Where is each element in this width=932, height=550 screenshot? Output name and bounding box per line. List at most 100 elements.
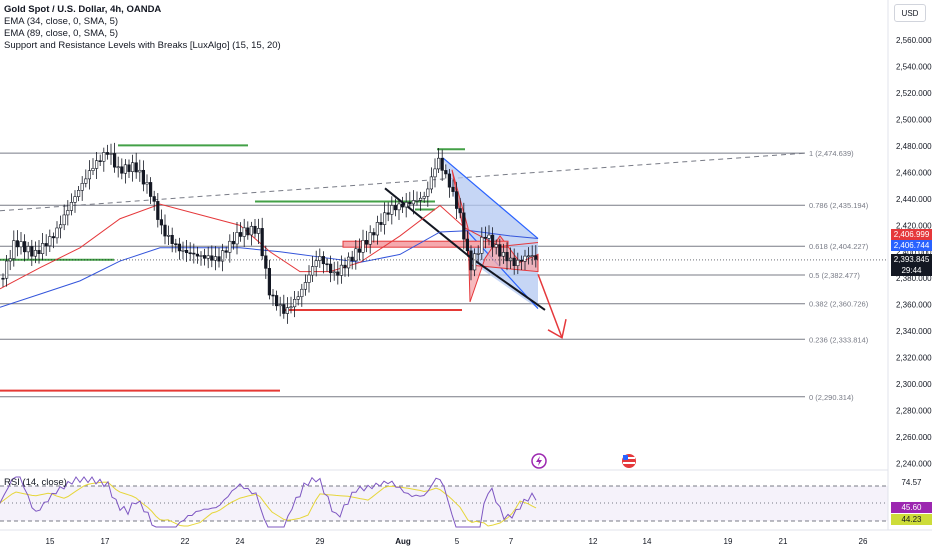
- candle-body: [314, 260, 318, 267]
- candle-body: [357, 248, 362, 253]
- candle-body: [397, 203, 401, 211]
- price-badge-ema34: 2,406.999: [891, 228, 932, 240]
- candle-body: [113, 153, 117, 168]
- time-tick-label: 15: [46, 537, 55, 546]
- price-badge-countdown: 29:44: [891, 264, 932, 276]
- candle-body: [105, 152, 109, 155]
- candle-body: [267, 268, 272, 296]
- candle-body: [386, 212, 390, 215]
- candle-body: [48, 236, 52, 247]
- candle-body: [390, 205, 394, 215]
- candle-body: [339, 264, 344, 276]
- moving-averages: [0, 203, 539, 308]
- candle-body: [192, 252, 196, 255]
- time-tick-label: Aug: [395, 537, 411, 546]
- candle-body: [95, 160, 99, 169]
- candle-body: [498, 244, 502, 257]
- candle-body: [221, 250, 225, 262]
- candle-body: [393, 205, 398, 211]
- event-icons: [531, 453, 636, 469]
- candle-body: [246, 227, 250, 236]
- price-tick-label: 2,340.000: [896, 327, 932, 336]
- candle-body: [426, 188, 430, 197]
- candle-body: [195, 253, 200, 257]
- candle-body: [483, 236, 488, 239]
- candle-body: [465, 238, 470, 252]
- price-tick-label: 2,420.000: [896, 221, 932, 230]
- time-tick-label: 22: [181, 537, 190, 546]
- rsi-pane: [0, 469, 888, 528]
- candle-body: [451, 186, 455, 192]
- candle-body: [149, 182, 153, 197]
- candle-body: [210, 255, 214, 261]
- ema89-legend[interactable]: EMA (89, close, 0, SMA, 5): [4, 28, 119, 39]
- price-tick-label: 2,380.000: [896, 274, 932, 283]
- candle-body: [8, 258, 12, 262]
- projection-arrow: [537, 273, 563, 338]
- fib-level-label: 0.618 (2,404.227): [809, 242, 869, 251]
- candle-body: [278, 304, 282, 307]
- candle-body: [285, 307, 290, 314]
- price-tick-label: 2,560.000: [896, 36, 932, 45]
- projection-arrowhead: [547, 319, 567, 339]
- candle-body: [109, 153, 113, 155]
- price-tick-label: 2,280.000: [896, 406, 932, 415]
- candle-body: [163, 224, 167, 237]
- candle-body: [213, 256, 218, 261]
- time-tick-label: 19: [724, 537, 733, 546]
- channel-upper-line: [442, 157, 539, 240]
- candle-body: [336, 271, 340, 276]
- candle-body: [519, 259, 523, 262]
- candle-body: [429, 176, 434, 190]
- candle-body: [422, 196, 426, 199]
- candle-body: [203, 255, 207, 259]
- candle-body: [264, 255, 268, 269]
- candle-body: [447, 173, 452, 188]
- candle-body: [516, 259, 520, 266]
- candle-body: [354, 248, 358, 262]
- candle-body: [462, 212, 466, 240]
- time-tick-label: 5: [455, 537, 460, 546]
- candle-body: [177, 243, 182, 252]
- candle-body: [372, 232, 376, 236]
- candle-body: [19, 241, 23, 248]
- candle-body: [33, 250, 37, 257]
- candle-body: [411, 200, 416, 205]
- candle-body: [131, 162, 135, 172]
- candle-body: [231, 240, 236, 245]
- fib-level-label: 1 (2,474.639): [809, 149, 854, 158]
- candle-body: [458, 208, 462, 214]
- rsi-legend[interactable]: RSI (14, close): [4, 477, 67, 488]
- candle-body: [271, 294, 275, 297]
- candle-body: [159, 219, 164, 226]
- time-tick-label: 14: [643, 537, 652, 546]
- currency-button[interactable]: USD: [894, 4, 926, 22]
- price-tick-label: 2,320.000: [896, 354, 932, 363]
- ema34-legend[interactable]: EMA (34, close, 0, SMA, 5): [4, 16, 119, 27]
- candle-body: [181, 249, 185, 252]
- fibonacci-levels: 1 (2,474.639) 0.786 (2,435.194) 0.618 (2,4…: [0, 149, 869, 402]
- candle-body: [51, 236, 55, 239]
- time-axis: 15 17 22 24 29 Aug 5 7 12 14 19 21 26: [0, 529, 932, 546]
- candle-body: [508, 257, 513, 262]
- candle-body: [87, 170, 91, 180]
- sr-legend[interactable]: Support and Resistance Levels with Break…: [4, 40, 281, 51]
- price-tick-label: 2,520.000: [896, 89, 932, 98]
- candle-body: [346, 256, 351, 269]
- candle-body: [282, 304, 286, 314]
- candle-body: [379, 222, 383, 225]
- candle-body: [260, 228, 264, 257]
- candle-body: [167, 234, 171, 237]
- candle-body: [66, 210, 70, 216]
- candle-body: [217, 256, 221, 262]
- candle-body: [375, 222, 380, 236]
- candle-body: [199, 255, 203, 257]
- candle-body: [170, 234, 174, 244]
- us-flag-canton: [623, 455, 628, 460]
- candle-body: [26, 246, 30, 253]
- candle-body: [22, 241, 27, 253]
- time-tick-label: 26: [859, 537, 868, 546]
- fib-level-label: 0.5 (2,382.477): [809, 271, 860, 280]
- candle-body: [228, 240, 232, 253]
